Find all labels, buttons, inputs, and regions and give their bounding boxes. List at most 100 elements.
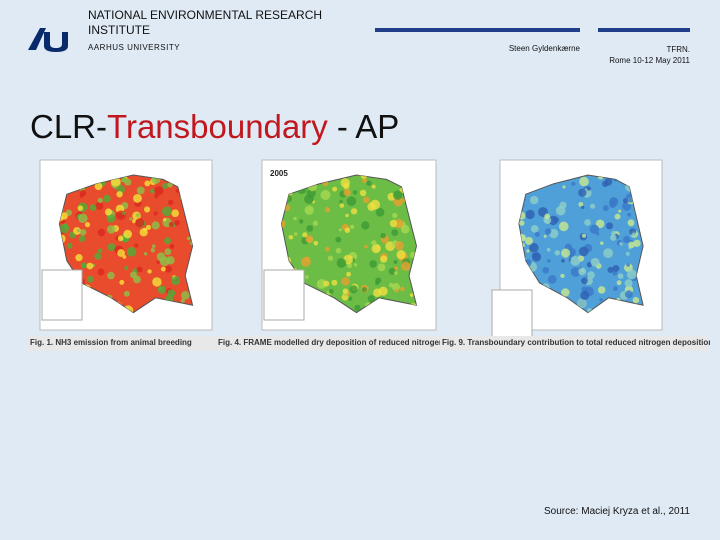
texture-dot (78, 235, 86, 242)
texture-dot (171, 275, 181, 286)
texture-dot (123, 229, 133, 239)
event-date: Rome 10-12 May 2011 (609, 56, 690, 65)
texture-dot (97, 268, 105, 276)
texture-dot (327, 255, 334, 261)
texture-dot (163, 217, 167, 222)
event: TFRN. Rome 10-12 May 2011 (590, 44, 690, 66)
texture-dot (380, 232, 386, 239)
texture-dot (306, 225, 314, 232)
texture-dot (626, 269, 637, 280)
texture-dot (623, 235, 631, 244)
texture-dot (106, 225, 116, 234)
texture-dot (143, 206, 151, 213)
texture-dot (392, 283, 400, 291)
texture-dot (624, 290, 633, 299)
texture-dot (335, 247, 342, 254)
texture-dot (554, 250, 561, 256)
texture-dot (82, 264, 87, 269)
texture-dot (525, 209, 535, 220)
texture-dot (89, 204, 97, 211)
texture-dot (586, 186, 592, 191)
texture-dot (341, 277, 350, 286)
texture-dot (164, 248, 172, 256)
texture-dot (595, 219, 605, 229)
texture-dot (361, 287, 367, 293)
texture-dot (561, 288, 570, 297)
texture-dot (529, 242, 539, 253)
texture-dot (579, 176, 589, 187)
texture-dot (350, 208, 358, 215)
texture-dot (132, 219, 137, 224)
texture-dot (162, 182, 169, 190)
texture-dot (543, 234, 547, 238)
texture-dot (544, 228, 552, 235)
texture-dot (349, 285, 358, 294)
texture-dot (393, 190, 403, 200)
texture-dot (79, 189, 87, 197)
texture-dot (529, 195, 539, 205)
texture-dot (616, 280, 622, 286)
texture-dot (576, 298, 587, 309)
texture-dot (157, 285, 166, 294)
texture-dot (353, 263, 358, 267)
texture-dot (97, 197, 103, 204)
texture-dot (144, 180, 151, 187)
title-part: Transboundary (107, 108, 328, 145)
texture-dot (343, 188, 351, 197)
texture-dot (156, 252, 166, 261)
texture-dot (362, 196, 370, 204)
slide-title: CLR-Transboundary - AP (30, 108, 399, 146)
texture-dot (167, 289, 176, 298)
texture-dot (393, 271, 398, 275)
texture-dot (571, 181, 576, 186)
texture-dot (627, 212, 632, 217)
texture-dot (589, 224, 600, 234)
texture-dot (394, 288, 399, 293)
texture-dot (581, 286, 588, 293)
institute: NATIONAL ENVIRONMENTAL RESEARCH INSTITUT… (88, 8, 323, 37)
texture-dot (389, 219, 398, 228)
texture-dot (612, 264, 620, 272)
texture-dot (97, 228, 106, 237)
texture-dot (580, 291, 590, 300)
texture-dot (558, 221, 569, 232)
texture-dot (548, 215, 558, 226)
texture-dot (524, 236, 533, 245)
texture-dot (305, 275, 309, 279)
texture-dot (371, 244, 381, 254)
texture-dot (324, 246, 330, 252)
texture-dot (320, 190, 331, 200)
texture-dot (612, 270, 618, 276)
texture-dot (76, 228, 81, 233)
texture-dot (388, 282, 394, 288)
title-part: CLR- (30, 108, 108, 145)
texture-dot (377, 263, 386, 272)
texture-dot (597, 286, 606, 294)
texture-dot (578, 188, 587, 197)
texture-dot (409, 293, 414, 297)
texture-dot (602, 205, 609, 212)
texture-dot (562, 185, 566, 189)
texture-dot (156, 260, 160, 264)
texture-dot (123, 290, 130, 297)
texture-dot (323, 280, 330, 287)
texture-dot (560, 273, 565, 279)
texture-dot (617, 273, 624, 279)
texture-dot (570, 255, 581, 266)
texture-dot (75, 254, 83, 262)
texture-dot (293, 232, 298, 236)
texture-dot (152, 277, 162, 287)
texture-dot (364, 244, 369, 249)
texture-dot (168, 221, 174, 227)
legend-box (263, 269, 305, 321)
texture-dot (401, 261, 411, 271)
caption: Fig. 9. Transboundary contribution to to… (442, 338, 710, 347)
texture-dot (578, 267, 587, 276)
texture-dot (626, 263, 630, 267)
texture-dot (352, 190, 358, 195)
texture-dot (627, 219, 635, 227)
texture-dot (371, 240, 377, 246)
texture-dot (570, 267, 581, 277)
texture-dot (304, 256, 310, 262)
texture-dot (66, 242, 73, 249)
